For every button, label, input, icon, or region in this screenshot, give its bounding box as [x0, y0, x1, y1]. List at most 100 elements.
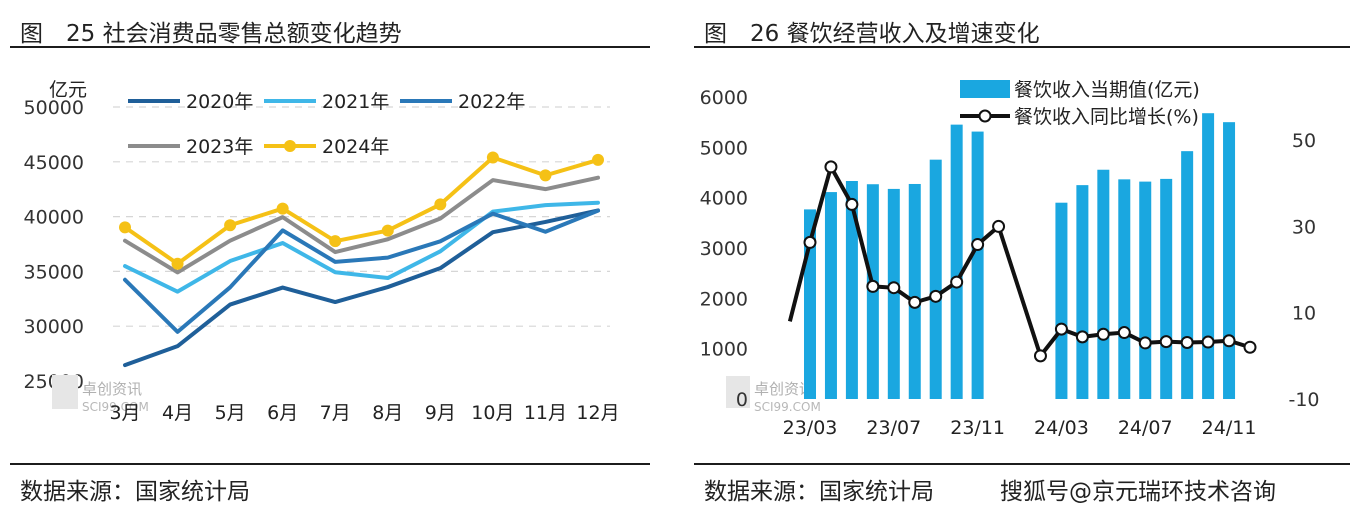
- yoy-data-point: [1222, 334, 1236, 348]
- right-axis-tick-label: -10: [1288, 389, 1319, 411]
- x-tick-label: 6月: [267, 402, 298, 424]
- y-tick-label: 45000: [24, 152, 84, 174]
- series-line-2023年: [123, 175, 600, 275]
- revenue-bar: [1118, 179, 1131, 399]
- yoy-data-point: [971, 238, 985, 252]
- legend-label: 2020年: [186, 91, 253, 113]
- retail-sales-line-chart: 250003000035000400004500050000 卓创资讯 SCI9…: [24, 79, 620, 424]
- legend-line-marker: [978, 109, 992, 123]
- legend-marker: [284, 140, 296, 152]
- left-logo-watermark: 卓创资讯 SCI99.COM: [52, 375, 149, 414]
- yoy-data-point: [1054, 322, 1068, 336]
- sohu-watermark-text: 搜狐号@京元瑞环技术咨询: [1000, 479, 1276, 505]
- data-point: [224, 219, 237, 232]
- data-point: [171, 257, 184, 270]
- revenue-bar: [908, 183, 921, 399]
- yoy-data-point: [1096, 327, 1110, 341]
- series-line-2024年: [123, 155, 600, 266]
- data-point: [329, 235, 342, 248]
- left-axis-tick-label: 0: [736, 389, 748, 411]
- revenue-bar: [950, 124, 963, 400]
- left-axis-tick-label: 2000: [700, 288, 748, 310]
- right-axis-tick-label: 10: [1292, 303, 1316, 325]
- left-legend: 2020年 2021年 2022年 2023年 2024年: [128, 91, 525, 158]
- data-point: [486, 151, 499, 164]
- right-title-rule: [694, 46, 1350, 48]
- x-tick-label: 24/03: [1034, 417, 1089, 439]
- logo-name: 卓创资讯: [82, 380, 142, 398]
- yoy-data-point: [1159, 335, 1173, 349]
- yoy-data-point: [1243, 340, 1257, 354]
- left-axis-tick-label: 5000: [700, 137, 748, 159]
- data-point: [434, 198, 447, 211]
- y-tick-label: 35000: [24, 261, 84, 283]
- x-tick-label: 10月: [471, 402, 514, 424]
- left-chart-panel: 图 25 社会消费品零售总额变化趋势 250003000035000400004…: [0, 0, 660, 516]
- logo-mark-icon: [52, 375, 78, 409]
- yoy-data-point: [1117, 326, 1131, 340]
- left-source-text: 数据来源：国家统计局: [20, 479, 250, 505]
- logo-mark-icon: [726, 376, 750, 408]
- left-series-lines: [119, 151, 604, 368]
- yoy-data-point: [1180, 335, 1194, 349]
- yoy-data-point: [929, 289, 943, 303]
- yoy-data-point: [866, 279, 880, 293]
- left-x-tick-labels: 3月 4月 5月 6月 7月 8月 9月 10月 11月 12月: [109, 402, 619, 424]
- series-line-2020年: [123, 208, 600, 368]
- x-tick-label: 7月: [320, 402, 351, 424]
- legend-label: 2024年: [322, 136, 389, 158]
- yoy-data-point: [845, 197, 859, 211]
- revenue-bar: [1055, 202, 1068, 399]
- revenue-bar: [1202, 113, 1215, 399]
- revenue-bar: [971, 131, 984, 400]
- revenue-bar: [1097, 169, 1110, 399]
- series-line-2021年: [123, 200, 600, 294]
- x-tick-label: 23/07: [866, 417, 921, 439]
- left-axis-tick-label: 4000: [700, 188, 748, 210]
- yoy-data-point: [992, 219, 1006, 233]
- legend-label: 2023年: [186, 136, 253, 158]
- left-y-unit-label: 亿元: [49, 79, 87, 101]
- x-tick-label: 11月: [524, 402, 567, 424]
- x-tick-label: 24/11: [1202, 417, 1257, 439]
- right-x-tick-labels: 23/03 23/07 23/11 24/03 24/07 24/11: [783, 417, 1257, 439]
- left-footer-rule: [10, 463, 650, 465]
- legend-label: 餐饮收入同比增长(%): [1014, 106, 1199, 128]
- y-tick-label: 50000: [24, 97, 84, 119]
- left-chart-title: 图 25 社会消费品零售总额变化趋势: [20, 21, 402, 47]
- catering-revenue-bars: [804, 113, 1236, 400]
- yoy-data-point: [908, 295, 922, 309]
- revenue-bar: [929, 159, 942, 399]
- right-source-text: 数据来源：国家统计局: [704, 479, 934, 505]
- yoy-data-point: [950, 275, 964, 289]
- left-axis-tick-label: 3000: [700, 238, 748, 260]
- y-tick-label: 30000: [24, 316, 84, 338]
- left-y-tick-labels: 250003000035000400004500050000: [24, 97, 84, 393]
- yoy-growth-line: [787, 164, 1251, 358]
- x-tick-label: 9月: [425, 402, 456, 424]
- x-tick-label: 5月: [215, 402, 246, 424]
- catering-yoy-line: [787, 160, 1257, 363]
- series-line-2022年: [123, 208, 600, 334]
- right-chart-panel: 图 26 餐饮经营收入及增速变化 卓创资讯 SCI99.COM 0 1000 200…: [684, 0, 1360, 516]
- revenue-bar: [1076, 185, 1089, 399]
- yoy-data-point: [1033, 349, 1047, 363]
- catering-revenue-combo-chart: 卓创资讯 SCI99.COM 0 1000 2000 3000 4000 5000 6000…: [700, 79, 1320, 439]
- data-point: [592, 153, 604, 166]
- revenue-bar: [1223, 122, 1236, 400]
- data-point: [276, 202, 289, 215]
- legend-label: 2021年: [322, 91, 389, 113]
- x-tick-label: 4月: [162, 402, 193, 424]
- yoy-data-point: [1201, 335, 1215, 349]
- logo-name: 卓创资讯: [754, 380, 814, 398]
- x-tick-label: 23/03: [783, 417, 838, 439]
- left-title-rule: [10, 46, 650, 48]
- right-legend: 餐饮收入当期值(亿元) 餐饮收入同比增长(%): [960, 79, 1200, 128]
- data-point: [539, 169, 552, 182]
- left-gridlines: [113, 106, 610, 327]
- left-axis-tick-label: 1000: [700, 339, 748, 361]
- revenue-bar: [845, 181, 858, 399]
- x-tick-label: 12月: [576, 402, 619, 424]
- legend-bar-swatch: [960, 80, 1010, 98]
- yoy-data-point: [824, 160, 838, 174]
